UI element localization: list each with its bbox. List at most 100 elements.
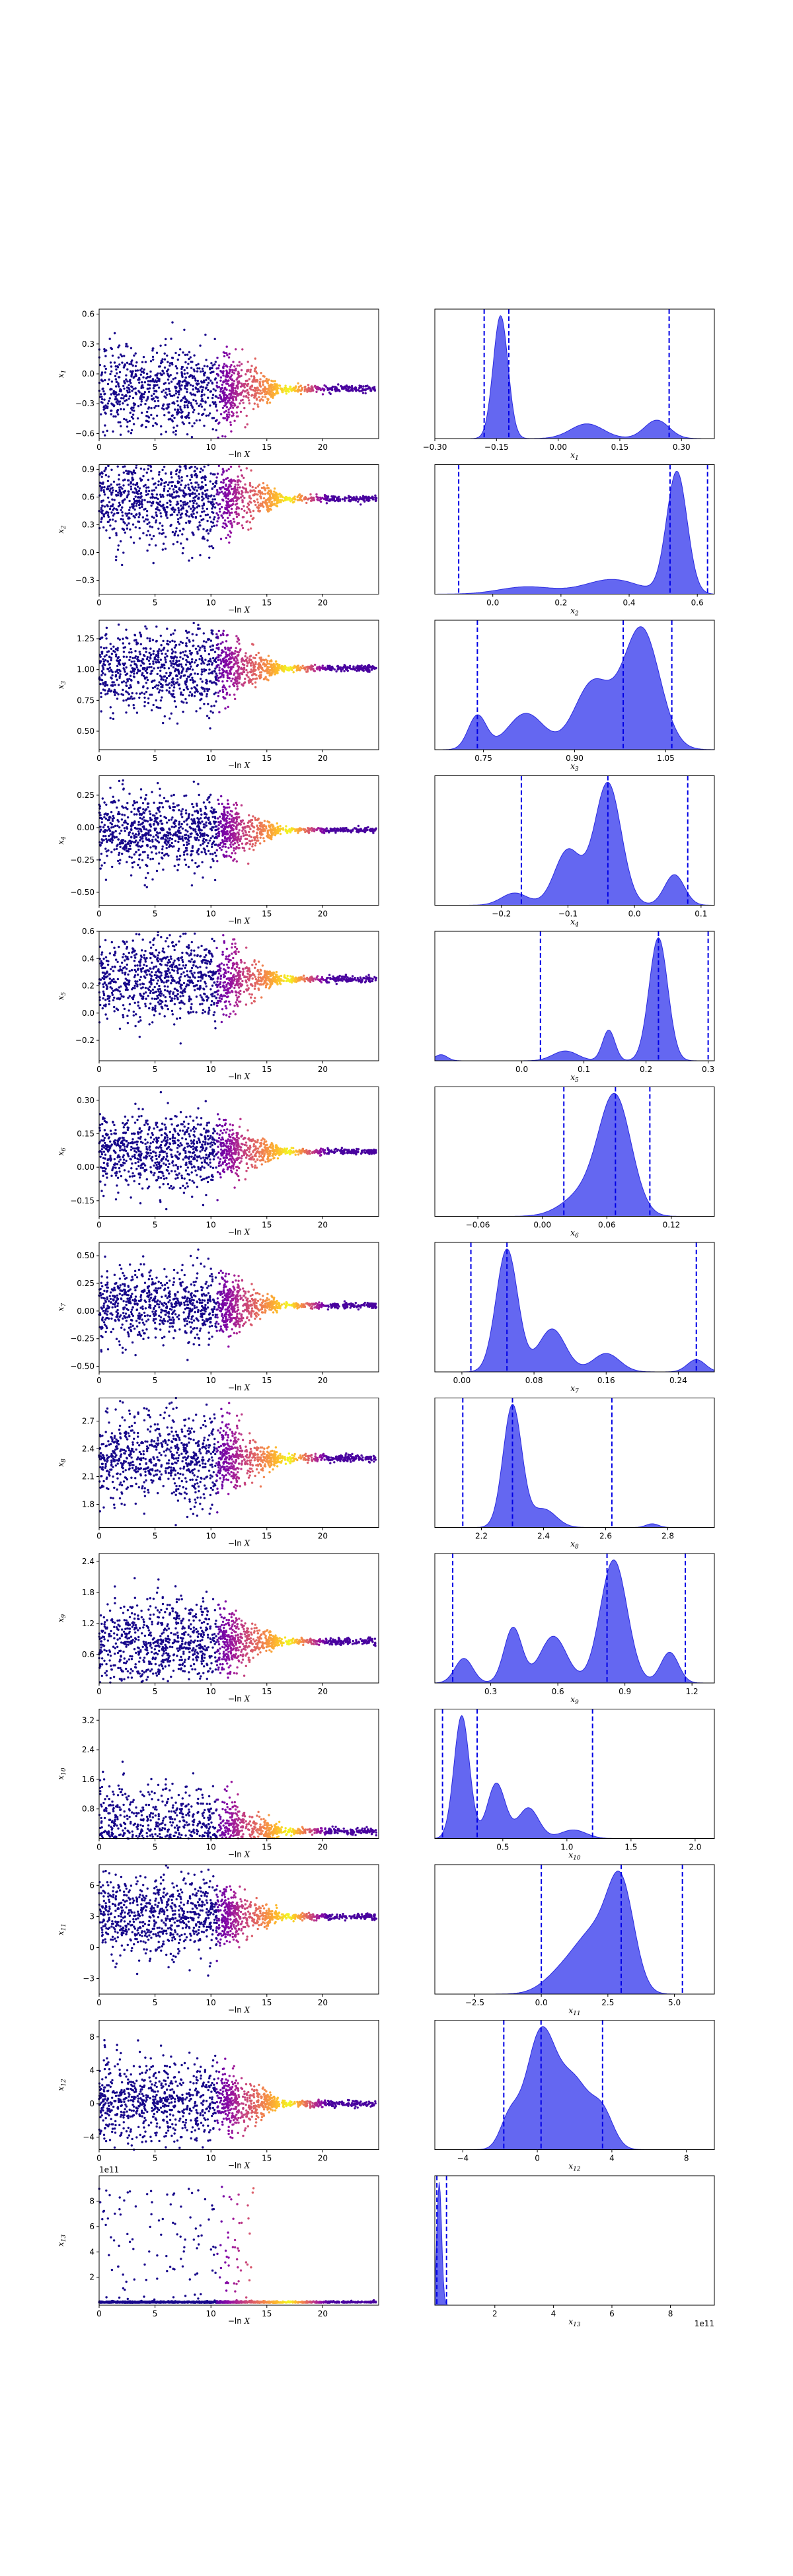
scatter-point xyxy=(127,430,130,433)
scatter-point xyxy=(151,489,153,492)
scatter-point xyxy=(258,510,260,513)
scatter-point xyxy=(200,668,204,671)
scatter-point xyxy=(211,482,215,485)
scatter-point xyxy=(228,376,231,379)
scatter-point xyxy=(176,480,179,483)
scatter-point xyxy=(146,637,149,639)
scatter-point xyxy=(131,503,133,506)
scatter-point xyxy=(176,382,179,385)
scatter-point xyxy=(166,501,169,505)
scatter-point xyxy=(263,501,266,504)
scatter-point xyxy=(125,666,128,669)
scatter-point xyxy=(132,406,135,409)
scatter-point xyxy=(189,478,192,482)
scatter-point xyxy=(229,669,231,672)
scatter-point xyxy=(129,844,132,847)
scatter-point xyxy=(187,834,190,838)
scatter-point xyxy=(240,804,243,806)
scatter-point xyxy=(186,415,188,417)
scatter-point xyxy=(157,706,160,709)
scatter-point xyxy=(250,674,254,676)
scatter-point xyxy=(193,499,196,502)
scatter-point xyxy=(132,657,134,659)
scatter-point xyxy=(266,678,268,681)
scatter-point xyxy=(177,507,180,509)
scatter-point xyxy=(130,382,132,384)
scatter-point xyxy=(229,384,233,386)
scatter-point xyxy=(181,641,184,645)
scatter-point xyxy=(192,487,195,490)
scatter-point xyxy=(248,840,251,842)
x-tick-label: 0 xyxy=(96,443,102,452)
scatter-point xyxy=(234,655,237,659)
scatter-point xyxy=(287,390,290,393)
scatter-point xyxy=(296,667,299,670)
scatter-point xyxy=(245,491,248,493)
scatter-point xyxy=(223,519,227,522)
scatter-point xyxy=(204,489,207,492)
scatter-point xyxy=(221,435,224,438)
scatter-point xyxy=(211,401,214,404)
scatter-point xyxy=(231,815,233,818)
scatter-point xyxy=(122,520,125,523)
scatter-point xyxy=(183,395,186,398)
scatter-point xyxy=(106,520,109,523)
scatter-point xyxy=(175,656,178,659)
scatter-point xyxy=(110,826,113,829)
scatter-point xyxy=(342,666,345,669)
scatter-point xyxy=(174,387,177,390)
scatter-point xyxy=(244,655,246,658)
scatter-point xyxy=(280,499,283,502)
scatter-point xyxy=(162,678,165,681)
scatter-point xyxy=(159,699,163,702)
scatter-point xyxy=(262,384,264,386)
scatter-point xyxy=(160,644,163,647)
scatter-point xyxy=(219,820,222,823)
scatter-point xyxy=(104,367,107,371)
scatter-point xyxy=(229,520,232,522)
scatter-point xyxy=(313,385,316,388)
scatter-point xyxy=(161,528,164,531)
scatter-panel-x1: 0 5 10 15 200.60.30.0−0.3−0.6−ln Xx1 xyxy=(56,308,379,459)
scatter-point xyxy=(172,650,174,653)
scatter-point xyxy=(188,421,191,425)
scatter-point xyxy=(254,357,256,360)
scatter-point xyxy=(174,376,177,380)
scatter-point xyxy=(260,674,262,676)
scatter-point xyxy=(170,471,172,474)
scatter-point xyxy=(169,390,171,392)
scatter-point xyxy=(180,483,182,486)
scatter-point xyxy=(202,469,204,472)
scatter-point xyxy=(106,382,110,386)
scatter-point xyxy=(214,692,217,694)
scatter-point xyxy=(112,415,115,418)
scatter-point xyxy=(208,668,211,671)
scatter-point xyxy=(165,661,167,664)
scatter-point xyxy=(297,386,300,388)
scatter-point xyxy=(106,402,110,405)
scatter-point xyxy=(309,493,312,496)
scatter-point xyxy=(174,644,177,647)
scatter-point xyxy=(190,402,192,405)
scatter-point xyxy=(219,369,222,373)
scatter-point xyxy=(139,866,141,869)
scatter-point xyxy=(137,516,140,519)
scatter-point xyxy=(221,371,224,375)
scatter-point xyxy=(256,834,258,837)
scatter-point xyxy=(155,501,158,504)
scatter-point xyxy=(106,692,109,695)
scatter-point xyxy=(238,642,241,645)
scatter-point xyxy=(130,429,133,431)
scatter-point xyxy=(223,495,226,497)
scatter-point xyxy=(246,502,250,505)
scatter-point xyxy=(252,509,255,513)
scatter-point xyxy=(242,670,245,674)
scatter-point xyxy=(131,692,133,695)
scatter-point xyxy=(165,472,167,475)
scatter-point xyxy=(165,394,169,396)
scatter-point xyxy=(117,684,120,686)
scatter-point xyxy=(100,636,102,639)
scatter-point xyxy=(130,361,133,363)
scatter-point xyxy=(135,813,138,816)
scatter-point xyxy=(309,667,311,670)
